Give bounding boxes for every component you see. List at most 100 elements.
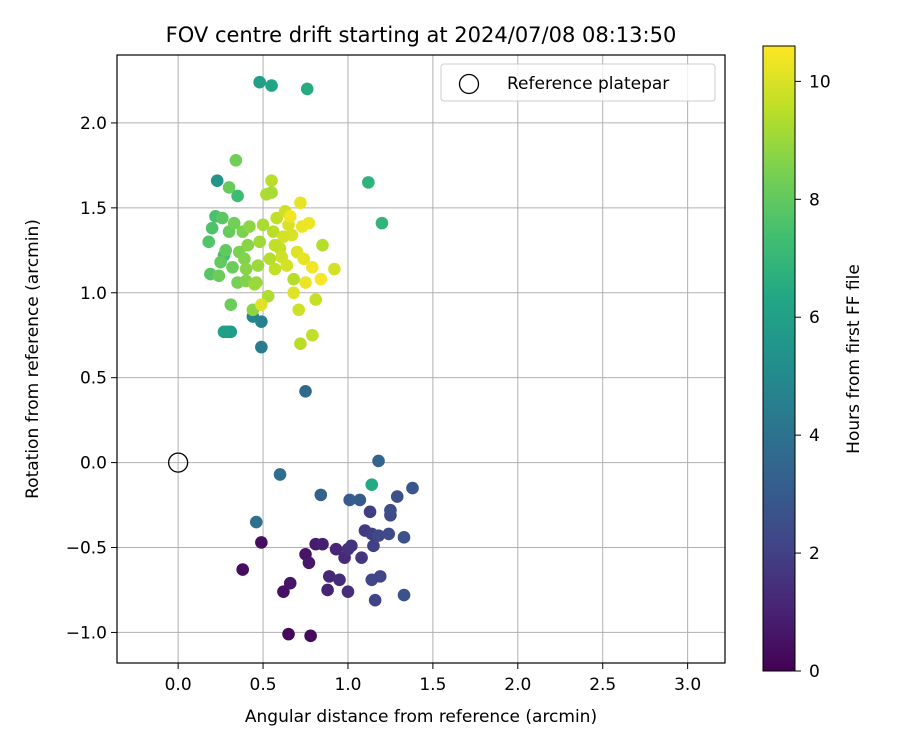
colorbar-tick-label: 0 [809, 662, 820, 682]
data-points [202, 75, 419, 643]
data-point [300, 82, 314, 96]
data-point [256, 218, 270, 232]
x-tick-label: 1.0 [334, 675, 361, 695]
data-point [268, 238, 282, 252]
data-point [372, 529, 385, 542]
data-point [265, 174, 278, 187]
y-tick-label: 1.5 [80, 199, 107, 219]
colorbar: 0 2 4 6 8 10 Hours from first FF file [762, 45, 864, 682]
data-point [248, 277, 261, 291]
data-point [255, 536, 268, 549]
plot-frame [116, 54, 726, 664]
data-point [382, 527, 396, 541]
data-point [295, 220, 309, 233]
data-point [229, 153, 243, 167]
x-tick-label: 0.0 [165, 675, 192, 695]
data-point [261, 289, 275, 303]
chart-title: FOV centre drift starting at 2024/07/08 … [166, 23, 677, 47]
data-point [202, 235, 216, 249]
data-point [373, 570, 387, 583]
reference-platepar-marker [167, 452, 189, 473]
data-point [219, 244, 232, 257]
y-tick-label: 1.0 [80, 284, 107, 304]
data-point [302, 556, 316, 570]
data-point [253, 75, 266, 89]
data-point [341, 585, 355, 598]
data-point [210, 174, 224, 187]
data-point [316, 537, 329, 551]
grid-lines [117, 55, 725, 663]
data-point [226, 260, 239, 274]
data-point [299, 276, 312, 289]
legend-label: Reference platepar [507, 74, 669, 94]
legend-box [440, 63, 716, 102]
data-point [390, 490, 404, 503]
data-point [345, 539, 358, 553]
data-point [372, 454, 385, 468]
y-tick-label: 2.0 [80, 114, 107, 134]
data-point [397, 531, 411, 544]
data-point [322, 570, 336, 583]
data-point [299, 384, 312, 398]
data-point [270, 211, 283, 225]
data-point [294, 196, 307, 210]
data-point [215, 211, 229, 225]
data-point [294, 337, 307, 351]
y-tick-label: 0.0 [80, 454, 107, 474]
y-tick-label: −0.5 [66, 539, 107, 559]
reference-layer [167, 452, 189, 473]
colorbar-label: Hours from first FF file [844, 264, 864, 454]
data-point [292, 303, 306, 317]
x-axis-ticks: 0.0 0.5 1.0 1.5 2.0 2.5 3.0 [165, 663, 701, 695]
data-point [214, 255, 227, 269]
data-point [333, 573, 346, 587]
data-point [314, 272, 328, 286]
x-tick-label: 1.5 [419, 675, 446, 695]
data-point [231, 189, 244, 203]
x-tick-label: 3.0 [674, 675, 701, 695]
data-point [236, 563, 249, 576]
data-point [243, 220, 256, 233]
data-point [268, 262, 282, 276]
data-point [309, 293, 323, 306]
data-point [316, 238, 329, 252]
colorbar-tick-label: 6 [809, 308, 820, 328]
data-point [224, 298, 238, 311]
data-point [283, 576, 297, 590]
data-point [343, 493, 356, 507]
data-point [363, 505, 377, 519]
data-point [238, 252, 251, 266]
colorbar-tick-label: 4 [809, 426, 820, 446]
data-point [253, 235, 266, 249]
data-point [217, 325, 231, 339]
data-point [255, 298, 268, 311]
data-point [241, 238, 255, 252]
data-point [314, 488, 328, 502]
data-point [304, 629, 317, 643]
data-point [239, 262, 253, 276]
colorbar-tick-label: 10 [809, 72, 831, 92]
data-point [280, 259, 294, 272]
data-point [406, 481, 419, 495]
data-point [251, 259, 265, 272]
x-axis-label: Angular distance from reference (arcmin) [245, 707, 597, 727]
data-point [297, 252, 311, 266]
data-point [321, 583, 334, 597]
x-tick-label: 0.5 [250, 675, 277, 695]
data-point [306, 260, 319, 274]
data-point [227, 216, 241, 230]
data-point [205, 221, 219, 235]
x-tick-label: 2.5 [589, 675, 616, 695]
data-point [367, 539, 380, 553]
y-tick-label: 0.5 [80, 369, 107, 389]
data-point [328, 262, 341, 276]
data-point [282, 627, 295, 641]
y-axis-ticks: −1.0 −0.5 0.0 0.5 1.0 1.5 2.0 [66, 114, 117, 643]
data-point [353, 493, 367, 507]
data-point [263, 252, 277, 266]
x-tick-label: 2.0 [504, 675, 531, 695]
data-point [287, 286, 300, 300]
data-point [329, 542, 343, 556]
